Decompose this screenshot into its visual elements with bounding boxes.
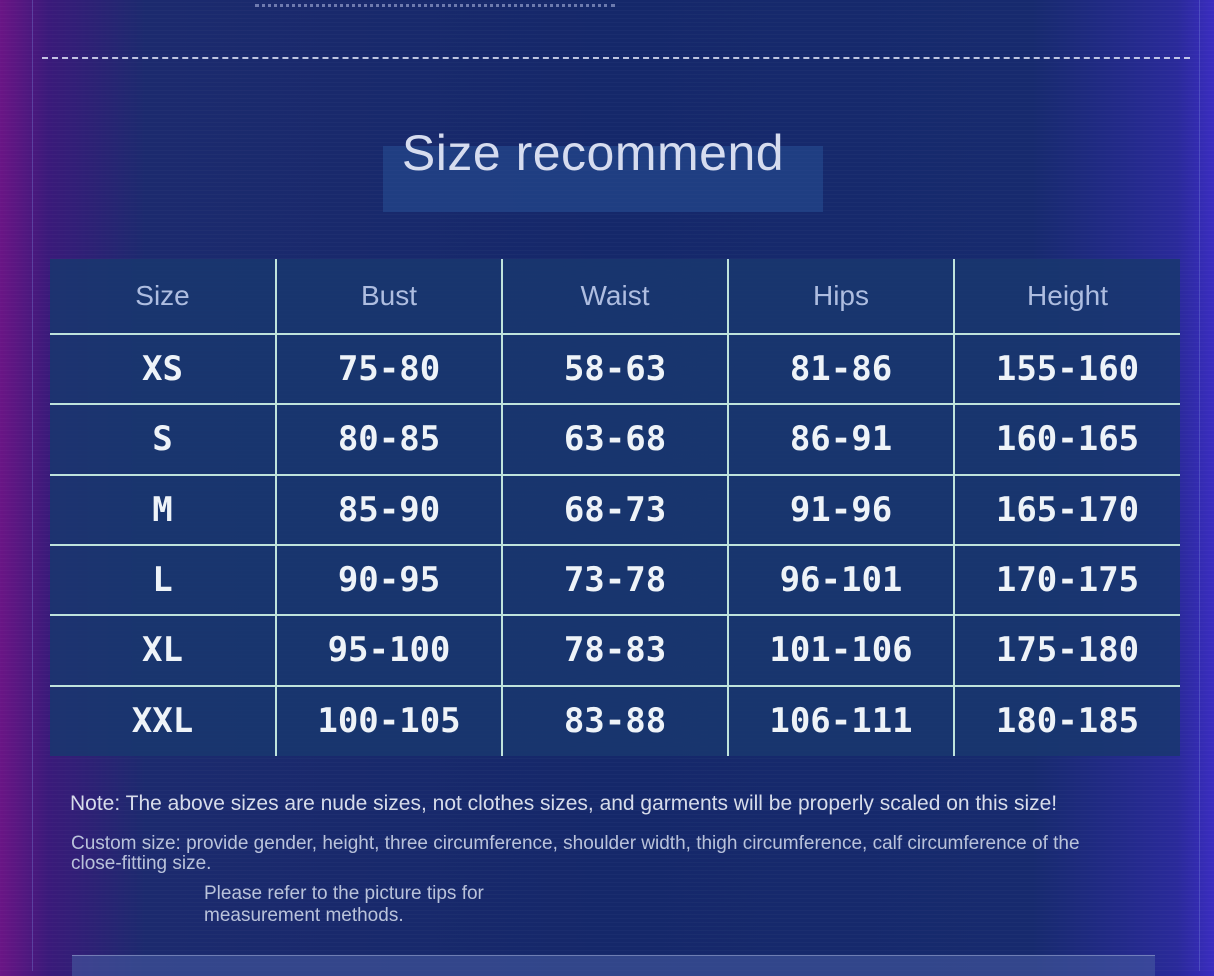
cell-height: 165-170 — [953, 473, 1180, 545]
cell-bust: 80-85 — [275, 403, 502, 475]
size-chart-table: Size Bust Waist Hips Height XS 75-80 58-… — [50, 259, 1180, 756]
bottom-panel-edge — [72, 955, 1155, 976]
page-title: Size recommend — [401, 125, 785, 181]
table-row: XXL 100-105 83-88 106-111 180-185 — [50, 684, 1180, 756]
cell-bust: 90-95 — [275, 543, 502, 616]
cell-size: XS — [142, 349, 183, 390]
top-text-fragment — [255, 0, 615, 7]
table-row: XL 95-100 78-83 101-106 175-180 — [50, 614, 1180, 686]
table-row: S 80-85 63-68 86-91 160-165 — [50, 403, 1180, 475]
cell-hips: 81-86 — [727, 334, 954, 405]
cell-height: 170-175 — [953, 543, 1180, 616]
table-row: M 85-90 68-73 91-96 165-170 — [50, 473, 1180, 545]
custom-size-note: Custom size: provide gender, height, thr… — [71, 833, 1080, 874]
cell-waist: 73-78 — [501, 543, 728, 616]
cell-bust: 95-100 — [275, 614, 502, 686]
cell-waist: 63-68 — [501, 403, 728, 475]
cell-waist: 58-63 — [501, 334, 728, 405]
cell-hips: 101-106 — [727, 614, 954, 686]
cell-bust: 85-90 — [275, 473, 502, 545]
cell-height: 175-180 — [953, 614, 1180, 686]
header-bust: Bust — [275, 259, 502, 335]
header-hips: Hips — [727, 259, 954, 335]
cell-bust: 100-105 — [275, 684, 502, 756]
cell-size: L — [50, 543, 276, 616]
header-size: Size — [50, 259, 276, 335]
cell-hips: 106-111 — [727, 684, 954, 756]
cell-waist: 68-73 — [501, 473, 728, 545]
cell-waist: 78-83 — [501, 614, 728, 686]
cell-size: S — [50, 403, 276, 475]
title-backdrop — [383, 146, 823, 212]
frame-line-right — [1199, 0, 1200, 971]
cell-size: XL — [50, 614, 276, 686]
table-row: L 90-95 73-78 96-101 170-175 — [50, 543, 1180, 616]
cell-hips: 96-101 — [727, 543, 954, 616]
cell-height: 180-185 — [953, 684, 1180, 756]
header-waist: Waist — [501, 259, 728, 335]
cell-hips: 91-96 — [727, 473, 954, 545]
dashed-divider — [42, 57, 1190, 59]
table-row: XS 75-80 58-63 81-86 155-160 — [50, 334, 1180, 405]
sizing-note: Note: The above sizes are nude sizes, no… — [70, 792, 1058, 815]
frame-line-left — [32, 0, 33, 971]
cell-hips: 86-91 — [727, 403, 954, 475]
cell-size: M — [50, 473, 276, 545]
cell-bust: 75-80 — [275, 334, 502, 405]
table-header-row: Size Bust Waist Hips Height — [50, 259, 1180, 335]
cell-waist: 83-88 — [501, 684, 728, 756]
cell-height: 155-160 — [953, 334, 1180, 405]
cell-size: XXL — [50, 684, 276, 756]
header-height: Height — [953, 259, 1180, 335]
measurement-reference-note: Please refer to the picture tips for mea… — [204, 883, 484, 926]
cell-height: 160-165 — [953, 403, 1180, 475]
